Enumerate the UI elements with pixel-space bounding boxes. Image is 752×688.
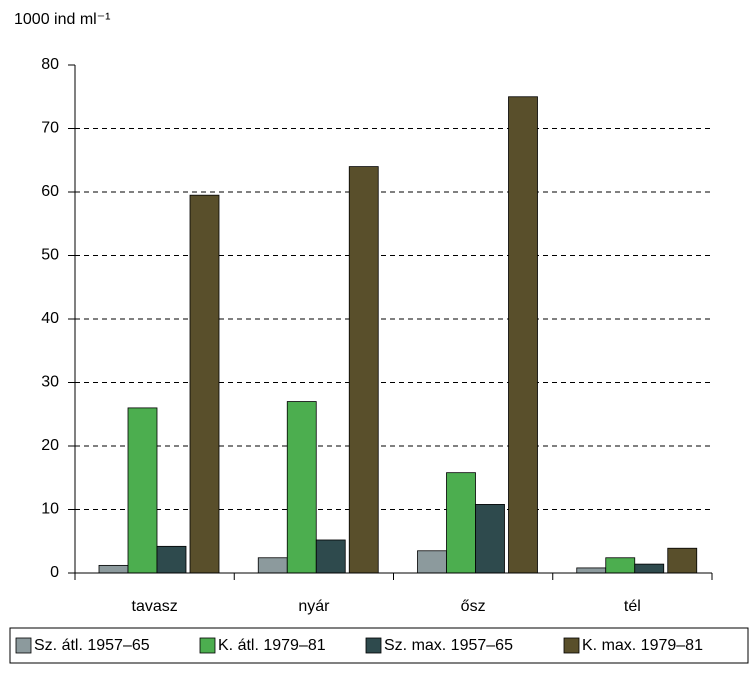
bar bbox=[508, 96, 538, 574]
bar bbox=[348, 166, 379, 574]
y-tick-label: 70 bbox=[41, 120, 59, 137]
bar bbox=[667, 547, 698, 574]
bar bbox=[156, 545, 187, 574]
bar bbox=[315, 539, 346, 574]
legend-swatch bbox=[15, 637, 32, 654]
bar bbox=[417, 550, 447, 574]
bar bbox=[127, 407, 158, 574]
x-tick-label: tél bbox=[624, 598, 641, 615]
y-tick-label: 10 bbox=[41, 501, 59, 518]
bar bbox=[446, 472, 476, 574]
legend-label: K. átl. 1979–81 bbox=[218, 637, 326, 654]
y-tick-label: 80 bbox=[41, 56, 59, 73]
x-tick-label: nyár bbox=[298, 598, 330, 615]
legend-swatch bbox=[365, 637, 382, 654]
bar bbox=[189, 194, 220, 574]
y-axis-label: 1000 ind ml⁻¹ bbox=[14, 11, 111, 28]
bar bbox=[634, 563, 665, 574]
bar bbox=[605, 557, 636, 574]
y-tick-label: 40 bbox=[41, 310, 59, 327]
bar bbox=[475, 504, 505, 574]
bar bbox=[576, 567, 607, 574]
y-tick-label: 0 bbox=[50, 564, 59, 581]
y-tick-label: 60 bbox=[41, 183, 59, 200]
legend-label: Sz. max. 1957–65 bbox=[384, 637, 513, 654]
y-tick-label: 50 bbox=[41, 247, 59, 264]
legend-frame bbox=[9, 627, 749, 664]
legend-label: K. max. 1979–81 bbox=[582, 637, 703, 654]
legend-swatch bbox=[199, 637, 216, 654]
y-tick-label: 20 bbox=[41, 437, 59, 454]
y-tick-label: 30 bbox=[41, 374, 59, 391]
bar bbox=[98, 564, 129, 574]
bar bbox=[257, 557, 288, 574]
legend-swatch bbox=[563, 637, 580, 654]
bar bbox=[286, 401, 317, 574]
legend-label: Sz. átl. 1957–65 bbox=[34, 637, 150, 654]
x-tick-label: tavasz bbox=[132, 598, 178, 615]
x-tick-label: ősz bbox=[461, 598, 486, 615]
